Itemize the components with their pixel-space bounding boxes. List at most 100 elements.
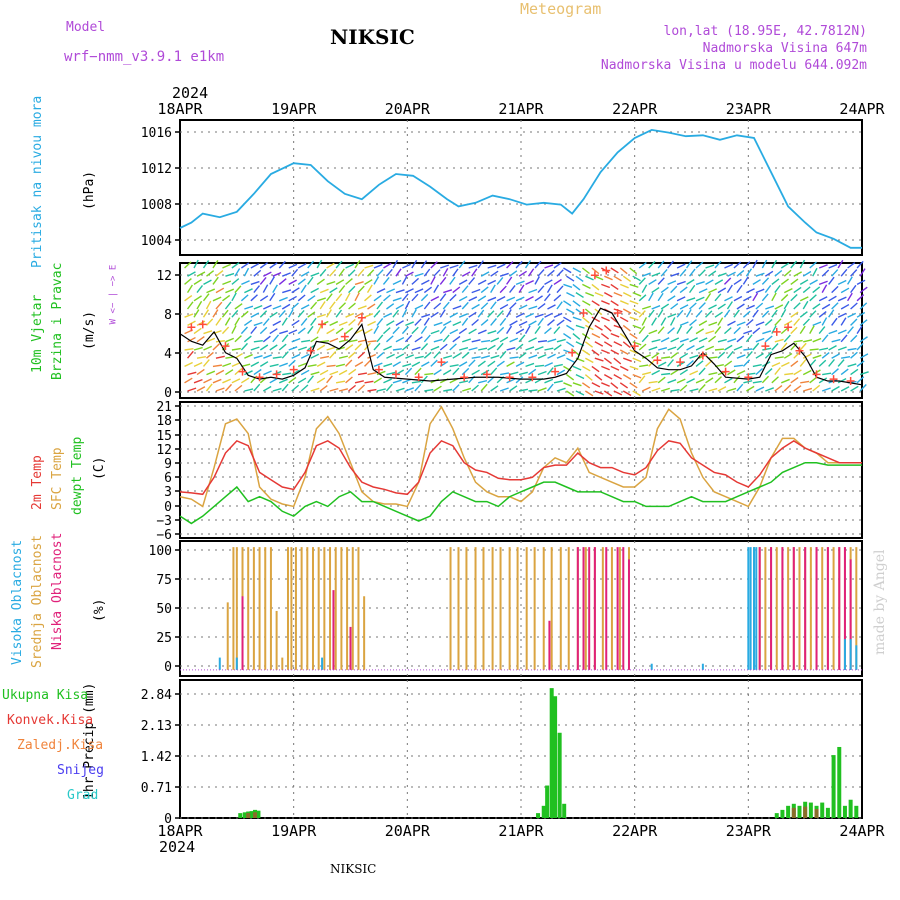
wind-arrow bbox=[423, 334, 431, 343]
wind-arrow bbox=[253, 383, 261, 392]
wind-arrow bbox=[847, 326, 854, 335]
wind-arrow bbox=[584, 308, 593, 316]
wind-arrow bbox=[528, 288, 538, 294]
wind-arrow bbox=[184, 294, 193, 302]
wind-arrow bbox=[528, 354, 538, 359]
wind-arrow bbox=[575, 390, 585, 396]
precip-bar bbox=[791, 807, 796, 818]
wind-arrow bbox=[477, 295, 487, 302]
wind-arrow bbox=[821, 269, 830, 277]
wind-arrow bbox=[319, 384, 328, 392]
wind-arrow bbox=[708, 356, 718, 359]
gust-marker bbox=[846, 377, 855, 386]
wind-arrow bbox=[430, 296, 440, 302]
wind-arrow bbox=[414, 383, 422, 392]
wind-arrow bbox=[764, 335, 773, 343]
wind-arrow bbox=[544, 312, 553, 318]
wind-arrow bbox=[231, 378, 241, 384]
wind-arrow bbox=[771, 343, 779, 351]
wind-arrow bbox=[326, 375, 333, 384]
y-tick-label: 0 bbox=[164, 660, 172, 675]
wind-arrow bbox=[783, 352, 793, 359]
wind-arrow bbox=[736, 303, 745, 310]
wind-arrow bbox=[840, 386, 850, 392]
wind-arrow bbox=[269, 377, 278, 384]
wind-arrow bbox=[689, 284, 696, 294]
wind-arrow bbox=[241, 363, 251, 368]
wind-arrow bbox=[761, 310, 770, 318]
wind-arrow bbox=[601, 365, 610, 371]
wind-arrow bbox=[367, 303, 376, 310]
wind-arrow bbox=[733, 364, 743, 368]
wind-arrow bbox=[509, 302, 517, 310]
wind-arrow bbox=[354, 343, 362, 351]
wind-arrow bbox=[496, 326, 505, 335]
wind-arrow bbox=[582, 365, 591, 372]
gust-marker bbox=[357, 313, 366, 322]
series-brzina bbox=[179, 307, 863, 386]
wind-arrow bbox=[537, 353, 547, 359]
wind-arrow bbox=[319, 288, 329, 294]
precip-bar bbox=[814, 809, 819, 818]
wind-arrow bbox=[818, 359, 827, 367]
y-tick-label: 8 bbox=[164, 308, 172, 323]
wind-arrow bbox=[743, 295, 752, 302]
wind-arrow bbox=[742, 261, 751, 269]
wind-arrow bbox=[556, 269, 564, 277]
precip-bar bbox=[808, 802, 813, 818]
wind-arrow bbox=[594, 341, 604, 347]
wind-arrow bbox=[433, 284, 440, 293]
wind-arrow bbox=[262, 318, 270, 326]
wind-arrow bbox=[518, 270, 527, 277]
wind-arrow bbox=[704, 292, 712, 302]
wind-arrow bbox=[477, 360, 486, 367]
wind-arrow bbox=[695, 261, 704, 269]
y-tick-label: 0 bbox=[164, 386, 172, 401]
precip-bar bbox=[249, 811, 254, 818]
wind-arrow bbox=[708, 387, 718, 392]
wind-arrow bbox=[831, 317, 838, 326]
y-tick-label: 9 bbox=[164, 457, 172, 472]
wind-arrow bbox=[326, 346, 336, 351]
wind-arrow bbox=[679, 321, 689, 327]
wind-arrow bbox=[745, 268, 753, 277]
wind-arrow bbox=[487, 264, 497, 269]
wind-arrow bbox=[234, 285, 242, 294]
wind-arrow bbox=[205, 383, 213, 392]
wind-arrow bbox=[281, 303, 291, 310]
wind-arrow bbox=[850, 269, 858, 277]
wind-arrow bbox=[338, 321, 348, 327]
wind-arrow bbox=[556, 285, 564, 294]
wind-arrow bbox=[591, 382, 601, 388]
wind-arrow bbox=[509, 356, 519, 359]
wind-arrow bbox=[291, 369, 300, 376]
wind-arrow bbox=[774, 384, 783, 392]
wind-arrow bbox=[506, 361, 515, 368]
wind-arrow bbox=[206, 270, 215, 277]
wind-arrow bbox=[802, 369, 812, 376]
wind-arrow bbox=[269, 363, 279, 368]
y-tick-label: 0 bbox=[164, 812, 172, 827]
wind-arrow bbox=[439, 326, 447, 335]
wind-arrow bbox=[329, 287, 338, 294]
wind-arrow bbox=[667, 346, 677, 351]
wind-arrow bbox=[525, 279, 534, 286]
wind-arrow bbox=[736, 269, 745, 277]
y-tick-label: 100 bbox=[149, 544, 172, 559]
wind-arrow bbox=[660, 337, 670, 343]
wind-arrow bbox=[847, 363, 857, 368]
wind-arrow bbox=[253, 269, 262, 277]
wind-arrow bbox=[638, 375, 646, 384]
wind-arrow bbox=[676, 325, 683, 334]
wind-arrow bbox=[856, 260, 864, 269]
wind-arrow bbox=[546, 367, 554, 376]
wind-arrow bbox=[490, 337, 500, 343]
wind-arrow bbox=[648, 261, 656, 269]
wind-arrow bbox=[234, 317, 241, 326]
wind-arrow bbox=[212, 296, 222, 302]
wind-arrow bbox=[496, 342, 504, 351]
wind-arrow bbox=[490, 284, 496, 293]
wind-arrow bbox=[746, 304, 755, 310]
wind-arrow bbox=[651, 369, 661, 376]
y-tick-label: 0.71 bbox=[141, 781, 172, 796]
